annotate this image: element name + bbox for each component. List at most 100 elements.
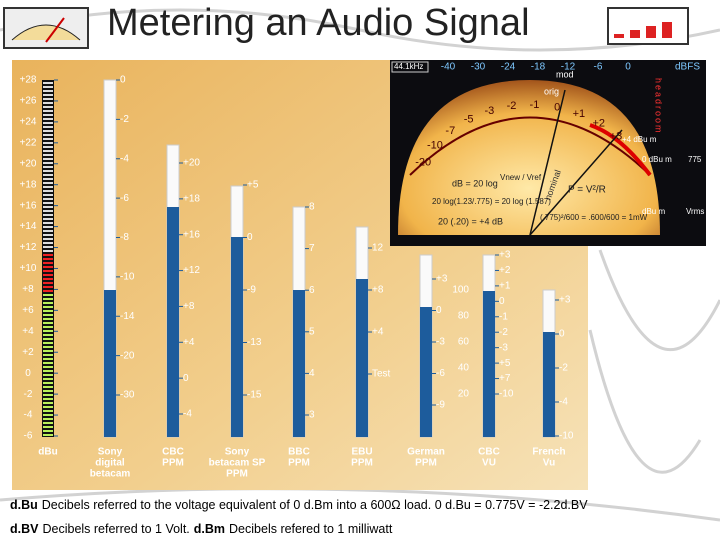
tick-label: +16 xyxy=(20,200,37,211)
meter-segment xyxy=(43,350,53,352)
orig: orig xyxy=(544,86,559,96)
tick-label: +5 xyxy=(499,358,511,369)
inset: 44.1kHz dBFS headroom +4 dBu m 0 dBu m 7… xyxy=(390,60,706,246)
meter-segment xyxy=(43,194,53,196)
note-line: d.BV Decibels referred to 1 Volt. d.Bm Deci… xyxy=(10,522,392,536)
meter-segment xyxy=(43,82,53,84)
tick-label: 8 xyxy=(309,202,315,213)
scale-top: -24 xyxy=(501,62,516,73)
meter-segment xyxy=(43,346,53,348)
tick-label: +22 xyxy=(20,137,37,148)
meter-name: PPM xyxy=(351,458,373,469)
meter-name: Sony xyxy=(225,447,250,458)
arc-label: +3 xyxy=(610,130,623,142)
meter-name: VU xyxy=(482,458,496,469)
meter-segment xyxy=(43,166,53,168)
meter-fill xyxy=(483,291,495,437)
formula: dB = 20 log xyxy=(452,178,498,188)
meter-name: French xyxy=(532,447,565,458)
tick-label: +10 xyxy=(20,263,37,274)
scale-top: -6 xyxy=(594,62,603,73)
arc-label: 0 xyxy=(554,102,560,114)
meter-segment xyxy=(43,234,53,236)
meter-segment xyxy=(43,98,53,100)
meter-segment xyxy=(43,294,53,296)
formula: Vnew / Vref xyxy=(500,173,542,182)
meter-segment xyxy=(43,334,53,336)
inset-scale: -40 -30 -24 -18 -12 -6 0-20-10-7-5-3 -2 -1 0+1+2+… xyxy=(415,62,631,169)
meter-segment xyxy=(43,382,53,384)
tick-label: +2 xyxy=(22,347,34,358)
meter-segment xyxy=(43,230,53,232)
tick-label: -30 xyxy=(120,390,135,401)
tick-label: +18 xyxy=(20,179,37,190)
meter-segment xyxy=(43,338,53,340)
meter-segment xyxy=(43,290,53,292)
tick-label: +8 xyxy=(22,284,34,295)
meter-segment xyxy=(43,158,53,160)
meter-segment xyxy=(43,318,53,320)
meter-segment xyxy=(43,162,53,164)
formula: P = V²/R xyxy=(568,185,606,196)
meter-name: betacam xyxy=(90,469,131,480)
tick-label-left: 80 xyxy=(458,311,470,322)
tick-label: +4 xyxy=(183,337,195,348)
needle xyxy=(529,89,566,236)
meter-segment xyxy=(43,242,53,244)
note-term: d.BV xyxy=(10,522,39,536)
meter-segment xyxy=(43,258,53,260)
meter-segment xyxy=(43,274,53,276)
meter-segment xyxy=(43,370,53,372)
tick-label: -2 xyxy=(24,389,33,400)
tick-label-left: 60 xyxy=(458,337,470,348)
arc-label: -2 xyxy=(507,100,517,112)
tick-label: +28 xyxy=(20,75,37,86)
scale-top: -18 xyxy=(531,62,546,73)
tick-label: Test xyxy=(372,369,391,380)
meter-face xyxy=(398,80,660,235)
meter-segment xyxy=(43,342,53,344)
meter-segment xyxy=(43,422,53,424)
formula: 20 (.20) = +4 dB xyxy=(438,216,503,226)
arc-label: -5 xyxy=(464,113,474,125)
slide-title: Metering an Audio Signal xyxy=(107,2,530,44)
tick-label: -9 xyxy=(436,400,445,411)
tick-label: -10 xyxy=(499,389,514,400)
tick-label: +24 xyxy=(20,117,37,128)
meter-name: CBC xyxy=(162,447,184,458)
meter-segment xyxy=(43,406,53,408)
meter-segment xyxy=(43,282,53,284)
tick-label: +1 xyxy=(499,281,511,292)
tick-label: +5 xyxy=(247,180,259,191)
meter-segment xyxy=(43,190,53,192)
meter-segment xyxy=(43,362,53,364)
rate: 44.1kHz xyxy=(394,62,423,71)
meter-name: PPM xyxy=(415,458,437,469)
meter-segment xyxy=(43,330,53,332)
tick-label: +16 xyxy=(183,229,200,240)
tick-label: 0 xyxy=(247,232,253,243)
meter-segment xyxy=(43,326,53,328)
meter-segment xyxy=(43,86,53,88)
tick-label: -20 xyxy=(120,350,135,361)
tick-label: +20 xyxy=(20,158,37,169)
arc-red xyxy=(589,123,652,177)
arc-label: -1 xyxy=(530,99,540,111)
meter-segment xyxy=(43,394,53,396)
tick-label: +6 xyxy=(22,305,34,316)
meter-segment xyxy=(43,178,53,180)
formula: 20 log(1.23/.775) = 20 log (1.587) xyxy=(432,197,551,206)
tick-label: +4 xyxy=(22,326,34,337)
scale-top: -30 xyxy=(471,62,486,73)
meter-name: digital xyxy=(95,458,125,469)
meter-segment xyxy=(43,266,53,268)
meter-segment xyxy=(43,238,53,240)
meter-segment xyxy=(43,106,53,108)
meter-name: Sony xyxy=(98,447,123,458)
meter-segment xyxy=(43,358,53,360)
tick-label: 3 xyxy=(309,410,315,421)
tick-label: 0 xyxy=(120,75,126,86)
meter-segment xyxy=(43,366,53,368)
meter-segment xyxy=(43,126,53,128)
